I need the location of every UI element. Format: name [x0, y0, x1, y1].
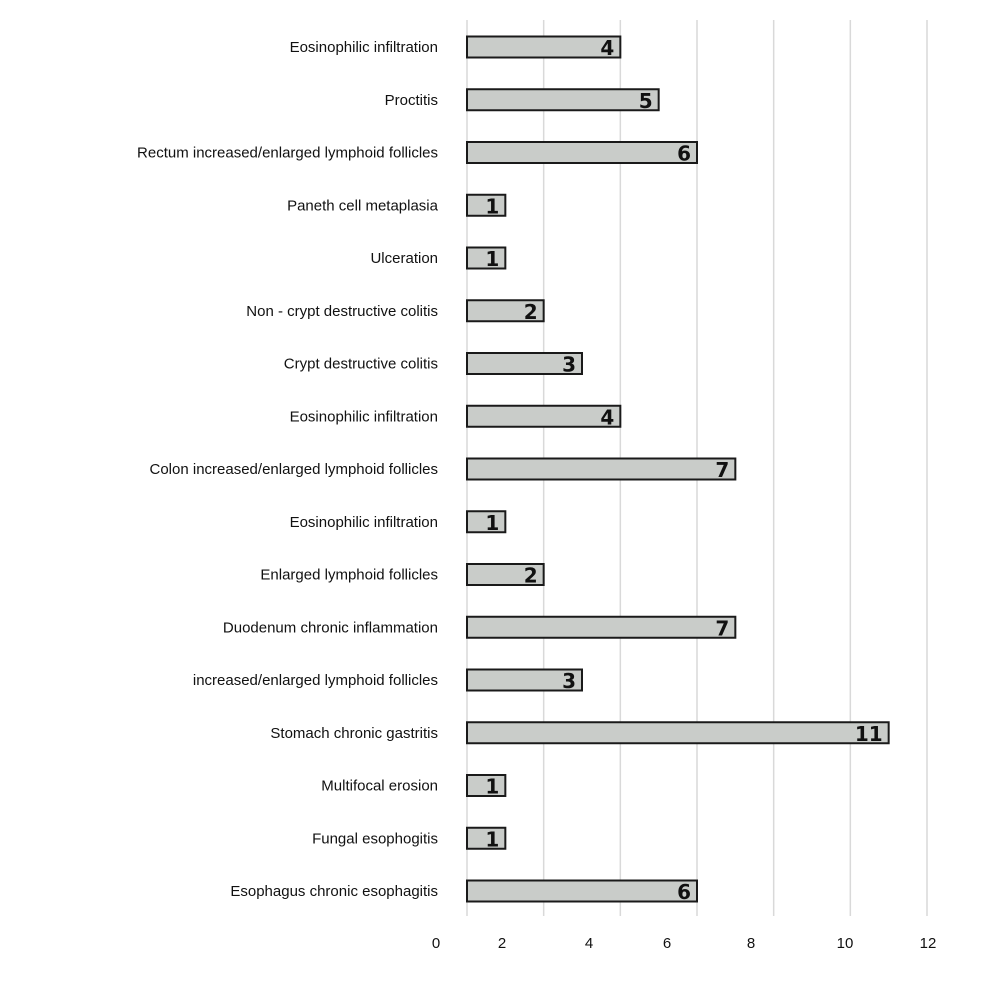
bar — [466, 246, 507, 270]
data-label: 1 — [485, 827, 499, 851]
bar — [466, 668, 583, 692]
x-axis-ticks: 0 2 4 6 8 10 12 — [432, 935, 937, 952]
category-label: Non - crypt destructive colitis — [246, 303, 438, 320]
data-label: 1 — [485, 194, 499, 218]
bar — [466, 721, 890, 745]
data-label: 6 — [677, 142, 691, 166]
data-label: 7 — [715, 616, 729, 640]
bar — [466, 35, 622, 59]
data-label: 7 — [715, 458, 729, 482]
category-label: Paneth cell metaplasia — [287, 197, 439, 214]
category-label: Esophagus chronic esophagitis — [230, 883, 438, 900]
data-label: 11 — [855, 722, 883, 746]
bar — [466, 826, 507, 850]
x-tick-label: 8 — [747, 935, 755, 952]
category-label: Eosinophilic infiltration — [290, 408, 438, 425]
data-label: 1 — [485, 775, 499, 799]
category-label: Multifocal erosion — [321, 778, 438, 795]
data-label: 2 — [524, 300, 538, 324]
bar — [466, 879, 698, 903]
category-label: Fungal esophogitis — [312, 830, 438, 847]
category-label: Rectum increased/enlarged lymphoid folli… — [137, 145, 438, 162]
data-label: 3 — [562, 353, 576, 377]
data-label: 4 — [600, 36, 614, 60]
bar — [466, 88, 660, 112]
x-tick-label: 12 — [920, 935, 937, 952]
x-tick-label: 10 — [837, 935, 854, 952]
category-label: Proctitis — [385, 92, 438, 109]
bar — [466, 563, 545, 586]
category-label: Ulceration — [370, 250, 438, 267]
bar — [466, 299, 545, 323]
x-tick-label: 2 — [498, 935, 506, 952]
bar — [466, 615, 737, 639]
x-tick-label: 4 — [585, 935, 593, 952]
data-label: 5 — [639, 89, 653, 113]
bars — [466, 35, 890, 903]
category-label: Eosinophilic infiltration — [290, 39, 438, 56]
category-label: Enlarged lymphoid follicles — [260, 567, 438, 584]
category-label: Eosinophilic infiltration — [290, 514, 438, 531]
data-label: 2 — [524, 564, 538, 588]
bar — [466, 774, 507, 797]
x-tick-label: 0 — [432, 935, 440, 952]
category-label: increased/enlarged lymphoid follicles — [193, 672, 438, 689]
data-label: 6 — [677, 880, 691, 904]
bar — [466, 510, 507, 534]
category-labels: Eosinophilic infiltration Proctitis Rectum… — [137, 39, 439, 900]
x-tick-label: 6 — [663, 935, 671, 952]
category-label: Stomach chronic gastritis — [270, 725, 438, 742]
data-label: 3 — [562, 669, 576, 693]
category-label: Duodenum chronic inflammation — [223, 619, 438, 636]
bar — [466, 404, 622, 428]
data-label: 4 — [600, 405, 614, 429]
bar — [466, 352, 583, 375]
bar — [466, 193, 507, 217]
bar — [466, 457, 737, 481]
data-label: 1 — [485, 247, 499, 271]
data-label: 1 — [485, 511, 499, 535]
category-label: Colon increased/enlarged lymphoid follic… — [150, 461, 439, 478]
category-label: Crypt destructive colitis — [284, 356, 438, 373]
bar — [466, 141, 698, 164]
